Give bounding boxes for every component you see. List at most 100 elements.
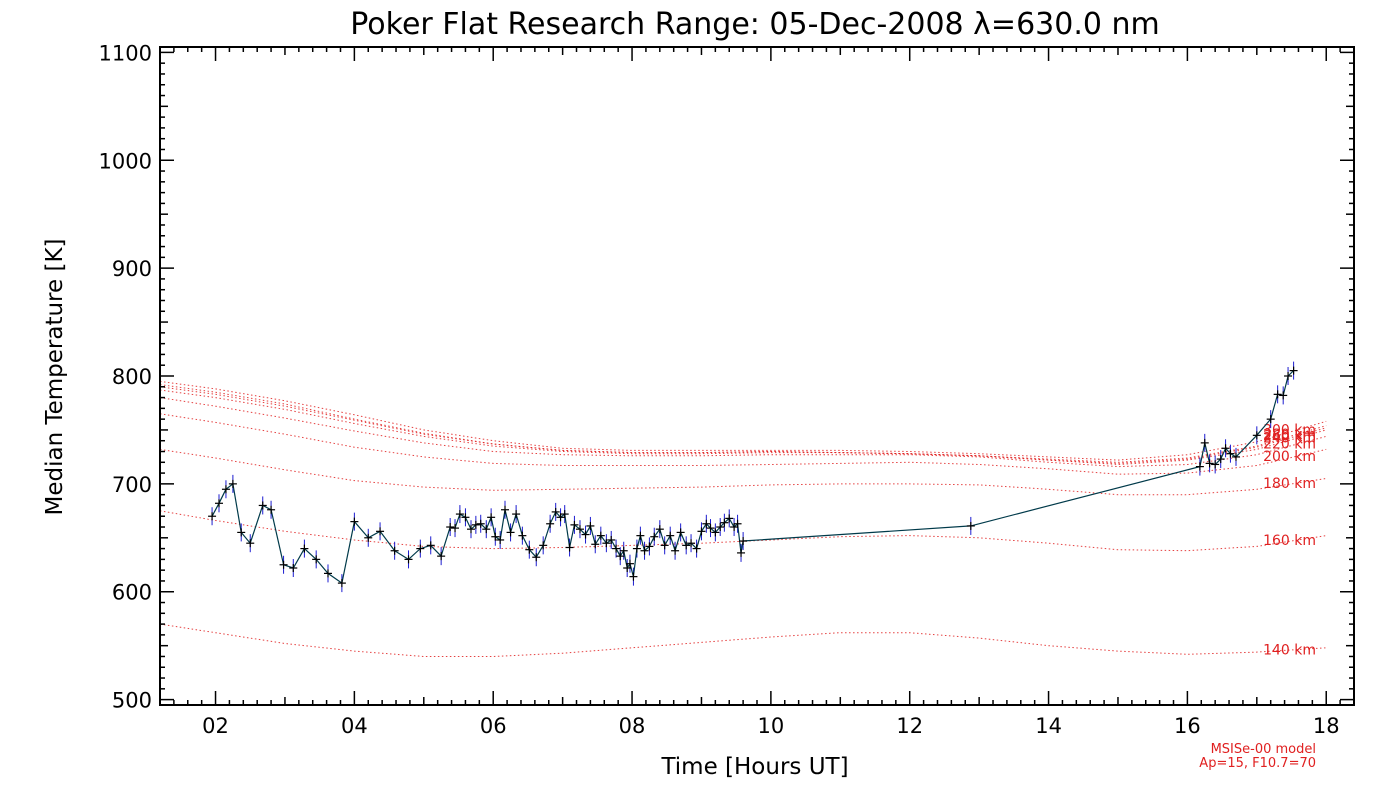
data-point [539, 541, 548, 550]
data-point [300, 544, 309, 553]
data-point [591, 540, 600, 549]
data-point [518, 531, 527, 540]
tick-labels: 02 04 06 08 10 12 14 16 18 500 600 700 800 900 1000 110… [99, 41, 1340, 738]
data-point [1221, 444, 1230, 453]
x-tick-label: 12 [896, 714, 923, 738]
data-point [616, 552, 625, 561]
y-tick-label: 1100 [99, 41, 152, 65]
data-point [501, 505, 510, 514]
data-point [660, 541, 669, 550]
data-point [228, 479, 237, 488]
model-curve-220-km [159, 397, 1327, 468]
data-point [312, 555, 321, 564]
data-point [215, 499, 224, 508]
data-point [739, 537, 748, 546]
data-point [650, 532, 659, 541]
data-point [496, 535, 505, 544]
data-point [476, 519, 485, 528]
plot-axes [159, 46, 1355, 706]
data-point [720, 518, 729, 527]
data-point [1231, 452, 1240, 461]
data-point [596, 531, 605, 540]
data-point [546, 519, 555, 528]
data-point [1200, 438, 1209, 447]
data-point [671, 546, 680, 555]
data-point [706, 524, 715, 533]
data-point [532, 553, 541, 562]
model-curve-300-km [159, 380, 1327, 461]
data-point [697, 527, 706, 536]
data-point [487, 513, 496, 522]
data-point [629, 572, 638, 581]
model-label-140-km: 140 km [1263, 643, 1316, 659]
y-tick-label: 1000 [99, 149, 152, 173]
data-point [551, 507, 560, 516]
y-tick-label: 900 [112, 257, 152, 281]
model-curve-200-km [159, 413, 1327, 475]
data-point [1289, 366, 1298, 375]
data-point [446, 523, 455, 532]
data-point [612, 544, 621, 553]
model-curve-160-km [159, 510, 1327, 552]
data-point [565, 543, 574, 552]
data-point [1195, 462, 1204, 471]
data-point [451, 524, 460, 533]
x-tick-label: 18 [1313, 714, 1340, 738]
data-point [491, 532, 500, 541]
data-point [556, 513, 565, 522]
data-point [640, 546, 649, 555]
model-label-280-km: 280 km [1263, 427, 1316, 443]
data-point [692, 544, 701, 553]
data-point [279, 560, 288, 569]
model-label-240-km: 240 km [1263, 431, 1316, 447]
x-axis-label: Time [Hours UT] [660, 754, 848, 780]
data-point [1226, 449, 1235, 458]
data-point [575, 525, 584, 534]
data-point [716, 523, 725, 532]
data-point [246, 539, 255, 548]
data-point [737, 548, 746, 557]
y-tick-label: 500 [112, 689, 152, 713]
data-point [289, 564, 298, 573]
data-point [1284, 372, 1293, 380]
data-point [725, 514, 734, 523]
data-point [632, 544, 641, 553]
data-point [581, 530, 590, 539]
data-point [1273, 390, 1282, 399]
data-point [619, 546, 628, 555]
x-tick-label: 06 [480, 714, 507, 738]
data-point [570, 520, 579, 529]
data-point [1211, 460, 1220, 469]
data-point [466, 525, 475, 534]
measurement-line [211, 370, 1295, 585]
chart-title: Poker Flat Research Range: 05-Dec-2008 λ… [350, 7, 1159, 42]
data-point [512, 510, 521, 519]
model-label-160-km: 160 km [1263, 533, 1316, 549]
x-tick-label: 02 [202, 714, 229, 738]
data-point [404, 555, 413, 564]
data-point [267, 505, 276, 514]
data-point [337, 579, 346, 588]
data-point [602, 539, 611, 548]
data-point [586, 521, 595, 530]
data-point [323, 569, 332, 578]
data-point [1216, 455, 1225, 464]
data-point [482, 525, 491, 534]
data-point [625, 559, 634, 568]
data-point [666, 531, 675, 540]
data-point [221, 485, 230, 494]
data-point [687, 539, 696, 548]
data-point [711, 528, 720, 537]
data-point [455, 510, 464, 519]
model-curve-140-km [159, 623, 1327, 657]
data-point [682, 541, 691, 550]
data-point [645, 542, 654, 551]
model-label-300-km: 300 km [1263, 423, 1316, 439]
y-tick-label: 700 [112, 473, 152, 497]
model-label-180-km: 180 km [1263, 476, 1316, 492]
x-tick-label: 10 [758, 714, 785, 738]
data-point [1252, 431, 1261, 440]
y-axis-label: Median Temperature [K] [42, 239, 68, 516]
data-point [364, 533, 373, 542]
